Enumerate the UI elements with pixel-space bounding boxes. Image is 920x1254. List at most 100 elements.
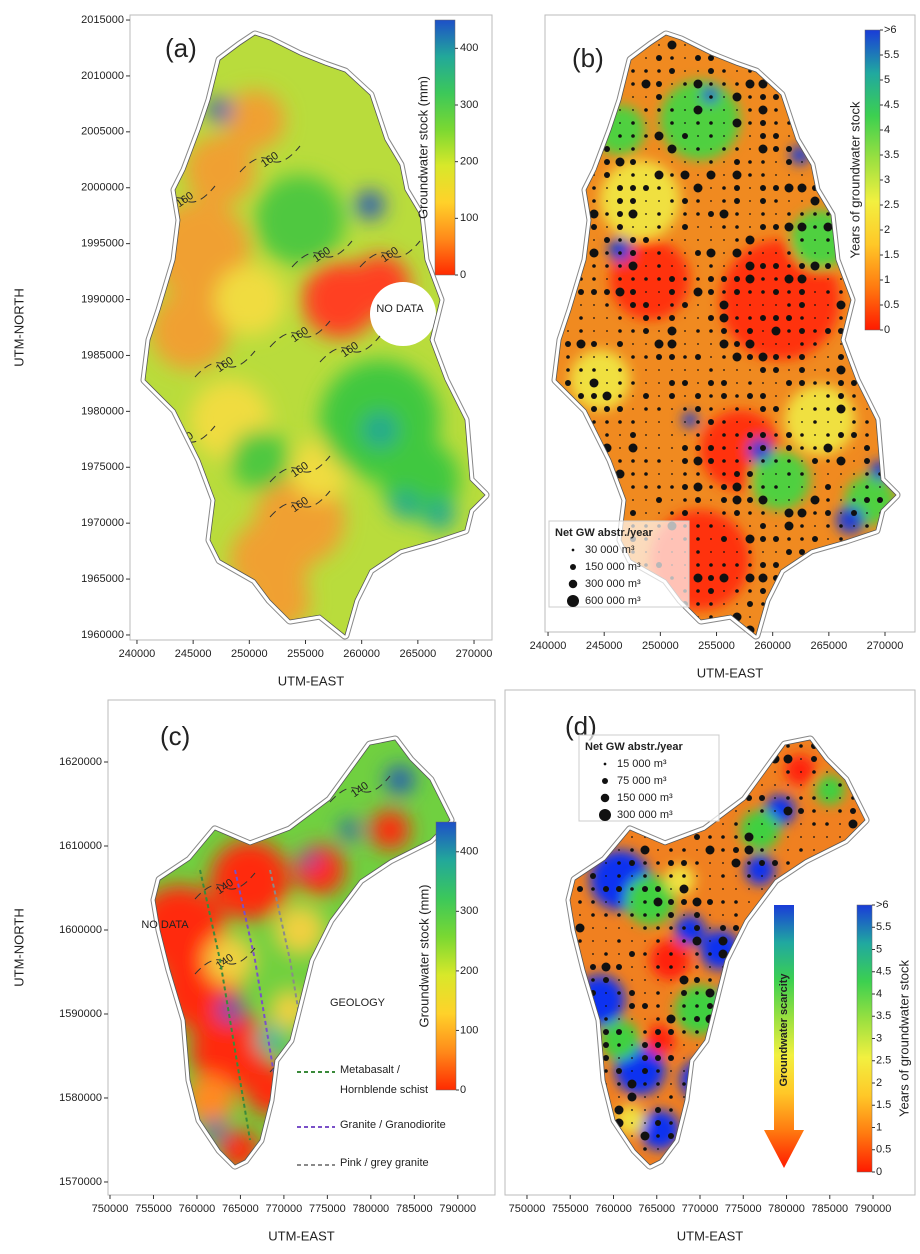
abstraction-dot (747, 354, 753, 360)
abstraction-dot (719, 339, 729, 349)
abstraction-dot (773, 289, 779, 295)
abstraction-dot (760, 562, 766, 568)
y-tick-label: 1975000 (81, 461, 124, 473)
abstraction-dot (787, 784, 789, 786)
size-legend-title: Net GW abstr./year (555, 527, 654, 539)
abstraction-dot (696, 277, 700, 281)
abstraction-dot (775, 304, 777, 306)
abstraction-dot (760, 120, 766, 126)
abstraction-dot (694, 1016, 700, 1022)
abstraction-dot (813, 511, 817, 515)
x-tick-label: 260000 (754, 640, 791, 652)
abstraction-dot (575, 923, 585, 933)
abstraction-dot (593, 330, 595, 332)
abstraction-dot (617, 913, 621, 917)
y-tick-label: 2015000 (81, 14, 124, 26)
abstraction-dot (630, 510, 636, 516)
abstraction-dot (747, 328, 753, 334)
abstraction-dot (668, 860, 674, 866)
abstraction-dot (566, 368, 570, 372)
abstraction-dot (810, 261, 820, 271)
abstraction-dot (592, 368, 596, 372)
abstraction-dot (695, 952, 699, 956)
y-tick-label: 1980000 (81, 405, 124, 417)
abstraction-dot (580, 304, 582, 306)
abstraction-dot (644, 407, 648, 411)
abstraction-dot (801, 421, 803, 423)
abstraction-dot (694, 925, 700, 931)
abstraction-dot (800, 771, 802, 773)
abstraction-dot (591, 341, 597, 347)
abstraction-dot (814, 317, 816, 319)
abstraction-dot (656, 926, 660, 930)
x-axis-title: UTM-EAST (278, 673, 345, 688)
abstraction-dot (708, 952, 712, 956)
abstraction-dot (800, 472, 804, 476)
abstraction-dot (760, 536, 766, 542)
abstraction-dot (645, 252, 647, 254)
abstraction-dot (682, 380, 688, 386)
abstraction-dot (813, 849, 815, 851)
x-tick-label: 775000 (725, 1203, 762, 1215)
abstraction-dot (657, 849, 659, 851)
abstraction-dot (696, 888, 698, 890)
colorbar-tick-label: 4.5 (876, 966, 891, 978)
y-tick-label: 1965000 (81, 573, 124, 585)
abstraction-dot (640, 1131, 650, 1141)
abstraction-dot (749, 135, 751, 137)
abstraction-dot (708, 315, 714, 321)
colorbar (864, 29, 881, 331)
size-legend-dot (602, 778, 608, 784)
abstraction-dot (709, 888, 711, 890)
abstraction-dot (645, 291, 647, 293)
abstraction-dot (684, 44, 686, 46)
abstraction-dot (655, 1055, 661, 1061)
colorbar-tick-label: 1.5 (884, 249, 899, 261)
field-patch (785, 385, 855, 455)
y-tick-label: 1995000 (81, 238, 124, 250)
abstraction-dot (827, 304, 829, 306)
abstraction-dot (645, 96, 647, 98)
x-tick-label: 765000 (222, 1203, 259, 1215)
abstraction-dot (645, 161, 647, 163)
abstraction-dot (696, 433, 700, 437)
y-axis-title: UTM-NORTH (11, 288, 26, 366)
x-tick-label: 755000 (135, 1203, 172, 1215)
abstraction-dot (658, 512, 660, 514)
abstraction-dot (800, 446, 804, 450)
abstraction-dot (748, 95, 752, 99)
abstraction-dot (710, 343, 712, 345)
abstraction-dot (617, 224, 623, 230)
x-tick-label: 240000 (119, 648, 156, 660)
abstraction-dot (682, 484, 688, 490)
abstraction-dot (645, 122, 647, 124)
abstraction-dot (669, 380, 675, 386)
abstraction-dot (670, 56, 674, 60)
abstraction-dot (722, 199, 726, 203)
abstraction-dot (658, 369, 660, 371)
abstraction-dot (748, 823, 750, 825)
abstraction-dot (723, 590, 725, 592)
abstraction-dot (852, 498, 856, 502)
panel-label: (c) (160, 721, 190, 751)
abstraction-dot (709, 914, 711, 916)
abstraction-dot (735, 407, 739, 411)
colorbar-tick-label: 1.5 (876, 1099, 891, 1111)
contour-line (329, 775, 391, 803)
abstraction-dot (669, 276, 675, 282)
abstraction-dot (630, 250, 636, 256)
abstraction-dot (671, 434, 673, 436)
abstraction-dot (710, 187, 712, 189)
abstraction-dot (775, 382, 777, 384)
abstraction-dot (760, 224, 766, 230)
abstraction-dot (710, 499, 712, 501)
abstraction-dot (840, 499, 842, 501)
abstraction-dot (719, 300, 729, 310)
abstraction-dot (775, 551, 777, 553)
abstraction-dot (775, 512, 777, 514)
abstraction-dot (643, 874, 647, 878)
abstraction-dot (644, 992, 646, 994)
abstraction-dot (618, 264, 622, 268)
colorbar-tick-label: 3.5 (884, 149, 899, 161)
abstraction-dot (851, 432, 857, 438)
